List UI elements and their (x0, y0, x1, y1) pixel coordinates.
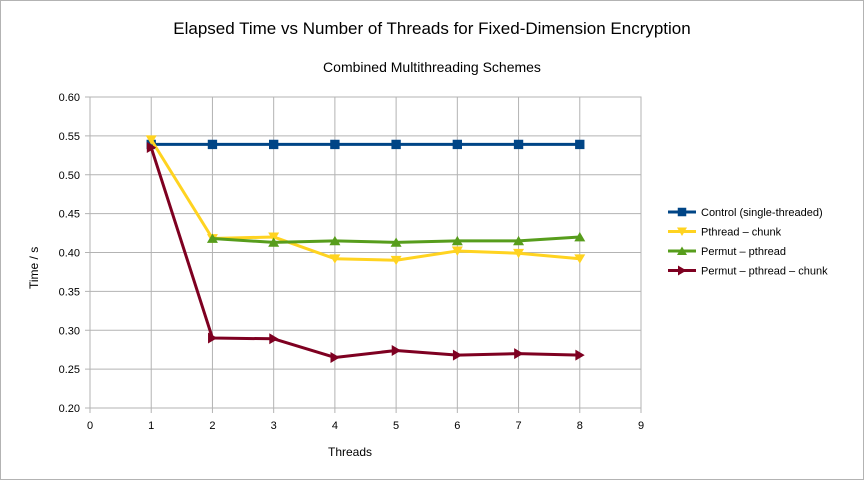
data-point (208, 332, 218, 344)
y-tick-label: 0.25 (59, 364, 80, 376)
data-point (513, 248, 525, 259)
data-point (574, 254, 586, 264)
legend-item: Permut – pthread – chunk (668, 265, 828, 278)
data-point (451, 235, 463, 246)
data-point (269, 333, 279, 345)
x-tick-label: 7 (515, 420, 521, 432)
data-point (207, 139, 218, 150)
y-tick-label: 0.55 (59, 131, 80, 143)
data-point (390, 255, 402, 266)
series-line (149, 147, 580, 359)
data-point (451, 246, 463, 256)
data-point (391, 344, 402, 356)
chart-subtitle: Combined Multithreading Schemes (323, 59, 541, 75)
data-point (329, 254, 341, 264)
data-point (677, 246, 687, 255)
data-point (146, 142, 157, 154)
data-point (206, 233, 218, 243)
y-tick-label: 0.30 (59, 325, 80, 337)
data-point (575, 349, 585, 361)
x-tick-label: 0 (87, 420, 93, 432)
legend-label: Permut – pthread (701, 246, 786, 258)
data-point (145, 135, 157, 145)
x-tick-label: 8 (577, 420, 583, 432)
data-point (330, 351, 340, 363)
legend-label: Permut – pthread – chunk (701, 266, 828, 278)
data-point (678, 265, 687, 276)
data-point (452, 139, 463, 150)
x-tick-label: 4 (332, 420, 338, 432)
data-point (452, 349, 463, 361)
y-tick-label: 0.60 (59, 92, 80, 104)
data-point (268, 139, 279, 150)
data-point (513, 235, 525, 246)
legend-label: Pthread – chunk (701, 227, 782, 239)
data-point (575, 139, 585, 150)
y-tick-label: 0.20 (59, 403, 80, 415)
x-tick-label: 5 (393, 420, 399, 432)
data-point (391, 139, 401, 150)
data-point (677, 227, 687, 236)
y-tick-label: 0.50 (59, 170, 80, 182)
data-point (513, 139, 524, 150)
data-point (329, 235, 341, 246)
data-point (330, 139, 340, 150)
data-point (268, 237, 280, 247)
axes: 0.20 0.25 0.30 0.35 0.40 0.45 0.50 0.55 0.60 0 1 2 3… (59, 92, 644, 432)
legend: Control (single-threaded) Pthread – chunk… (668, 207, 828, 278)
x-tick-label: 6 (454, 420, 460, 432)
plot-border (89, 96, 642, 409)
data-point (390, 237, 402, 247)
x-tick-label: 2 (209, 420, 215, 432)
data-point (514, 348, 524, 360)
chart-title: Elapsed Time vs Number of Threads for Fi… (173, 19, 691, 38)
data-series (145, 135, 586, 363)
y-tick-label: 0.35 (59, 286, 80, 298)
data-point (268, 232, 280, 242)
legend-item: Control (single-threaded) (668, 207, 823, 219)
data-point (574, 232, 586, 242)
x-tick-label: 1 (148, 420, 154, 432)
series-3 (206, 232, 586, 247)
legend-item: Pthread – chunk (668, 227, 782, 239)
legend-label: Control (single-threaded) (701, 207, 823, 219)
legend-item: Permut – pthread (668, 246, 786, 258)
x-tick-label: 9 (638, 420, 644, 432)
x-tick-label: 3 (271, 420, 277, 432)
y-tick-label: 0.40 (59, 248, 80, 260)
series-4 (146, 142, 585, 363)
x-axis-label: Threads (327, 445, 373, 459)
y-tick-label: 0.45 (59, 209, 80, 221)
data-point (677, 207, 687, 217)
